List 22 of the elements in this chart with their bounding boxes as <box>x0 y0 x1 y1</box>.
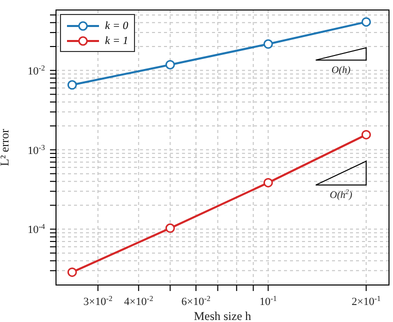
y-tick-label: 10$^{-4}$ <box>28 222 46 236</box>
point <box>361 130 371 140</box>
y-tick-label: 10$^{-2}$ <box>28 62 46 78</box>
point <box>361 17 371 27</box>
x-tick-label: 10$^{-1}$ <box>259 294 278 308</box>
point <box>165 60 175 70</box>
y-axis-title: L² error <box>0 128 12 166</box>
x-tick-label: 6×10$^{-2}$ <box>181 294 211 308</box>
x-axis-title: Mesh size h <box>194 309 252 322</box>
point <box>67 80 77 90</box>
y-tick-label: 10$^{-3}$ <box>28 142 46 157</box>
x-tick-label: 4×10$^{-2}$ <box>124 294 154 308</box>
x-tick-label: 2×10$^{-1}$ <box>352 294 381 308</box>
x-tick-label: 3×10$^{-2}$ <box>83 294 113 308</box>
point <box>165 223 175 233</box>
legend-label: k = 1 <box>105 34 128 46</box>
annotation: O(h) <box>332 65 352 76</box>
point <box>67 267 77 277</box>
point <box>263 178 273 188</box>
legend-label: k = 0 <box>105 20 128 32</box>
annotation: O(h$^{2}$) <box>330 188 353 202</box>
point <box>263 39 273 49</box>
